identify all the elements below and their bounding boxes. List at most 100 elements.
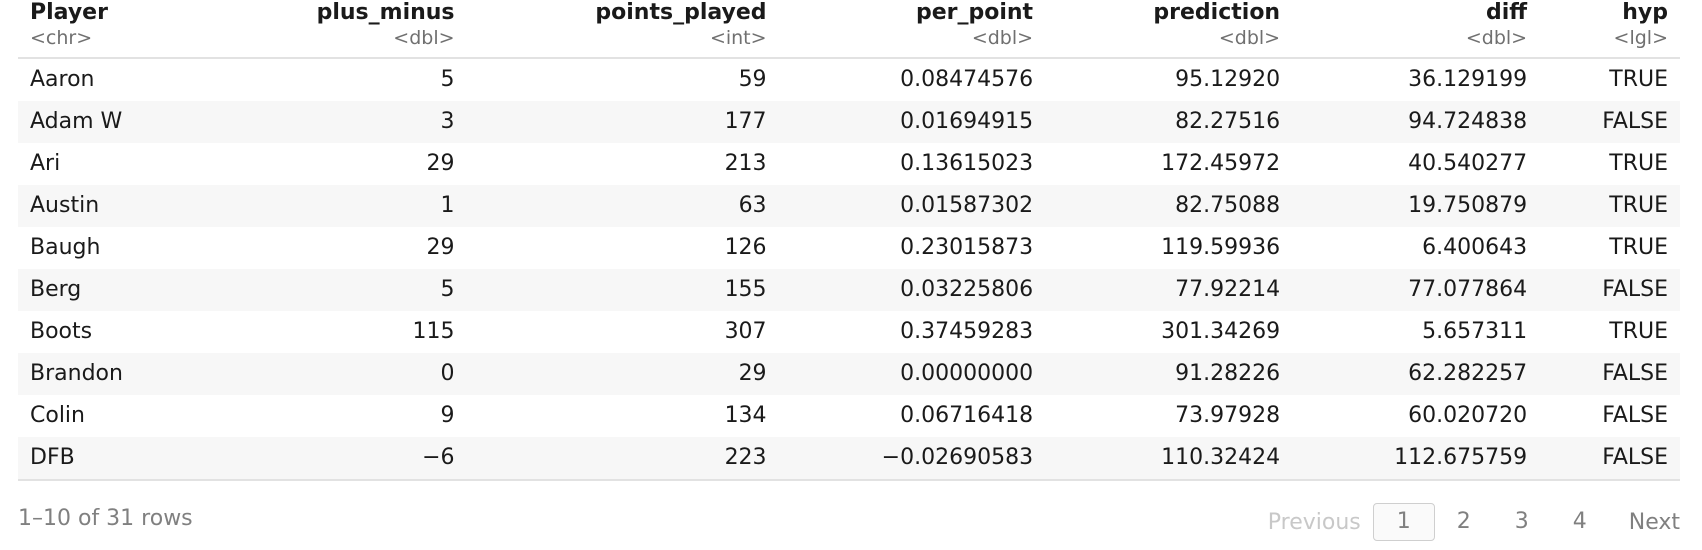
cell-points-played: 126 (724, 235, 767, 260)
cell-points-played: 63 (466, 185, 779, 227)
cell-plus-minus: 115 (412, 319, 455, 344)
cell-prediction: 82.27516 (1045, 101, 1293, 143)
column-name: Player (30, 0, 108, 25)
cell-player: Aaron (30, 67, 95, 92)
column-name: per_point (915, 0, 1034, 25)
cell-points-played: 59 (738, 67, 767, 92)
table-header: Player <chr> plus_minus <dbl> points_played <… (18, 0, 1680, 59)
cell-player: Adam W (18, 101, 203, 143)
table-row: Colin 9 134 0.06716418 73.97928 60.020720 FALS… (18, 395, 1680, 437)
cell-plus-minus: 9 (440, 403, 455, 428)
cell-per-point: 0.00000000 (778, 353, 1046, 395)
table-row: Baugh 29 126 0.23015873 119.59936 6.400643 TRU… (18, 227, 1680, 269)
row-count-info: 1–10 of 31 rows (18, 506, 193, 531)
cell-hyp: FALSE (1539, 269, 1680, 311)
cell-plus-minus: 29 (426, 151, 455, 176)
column-name: plus_minus (316, 0, 455, 25)
cell-hyp: FALSE (1539, 353, 1680, 395)
page-2-button[interactable]: 2 (1456, 509, 1471, 534)
cell-hyp: TRUE (1539, 185, 1680, 227)
cell-diff: 60.020720 (1408, 403, 1528, 428)
cell-hyp: TRUE (1609, 319, 1668, 344)
cell-plus-minus: 29 (426, 235, 455, 260)
column-header-diff: diff <dbl> (1292, 0, 1540, 59)
column-type: <dbl> (1465, 27, 1528, 49)
cell-per-point: −0.02690583 (778, 437, 1046, 481)
page-1-button[interactable]: 1 (1372, 503, 1435, 541)
cell-prediction: 95.12920 (1175, 67, 1281, 92)
cell-plus-minus: −6 (202, 437, 467, 481)
cell-hyp: FALSE (1539, 437, 1680, 481)
page-3-button[interactable]: 3 (1514, 509, 1529, 534)
cell-player: Ari (30, 151, 61, 176)
cell-plus-minus: 5 (202, 269, 467, 311)
cell-diff: 5.657311 (1422, 319, 1528, 344)
header-row: Player <chr> plus_minus <dbl> points_played <… (18, 0, 1680, 59)
table-row: Brandon 0 29 0.00000000 91.28226 62.282257 FAL… (18, 353, 1680, 395)
cell-points-played: 213 (724, 151, 767, 176)
cell-hyp: TRUE (1609, 67, 1668, 92)
cell-hyp: FALSE (1539, 101, 1680, 143)
column-header-player: Player <chr> (18, 0, 203, 59)
cell-diff: 77.077864 (1292, 269, 1540, 311)
cell-points-played: 29 (466, 353, 779, 395)
cell-per-point: 0.03225806 (778, 269, 1046, 311)
cell-plus-minus: 3 (202, 101, 467, 143)
column-header-per-point: per_point <dbl> (778, 0, 1046, 59)
cell-player: Boots (30, 319, 93, 344)
column-header-hyp: hyp <lgl> (1539, 0, 1680, 59)
table-row: Aaron 5 59 0.08474576 95.12920 36.129199 TRUE (18, 58, 1680, 101)
cell-player: Austin (18, 185, 203, 227)
data-table-container: Player <chr> plus_minus <dbl> points_played <… (18, 0, 1680, 481)
cell-points-played: 155 (466, 269, 779, 311)
cell-diff: 36.129199 (1408, 67, 1528, 92)
table-row: Adam W 3 177 0.01694915 82.27516 94.724838 FAL… (18, 101, 1680, 143)
next-page-button[interactable]: Next (1628, 509, 1680, 535)
page-4-button[interactable]: 4 (1572, 509, 1587, 534)
cell-diff: 62.282257 (1292, 353, 1540, 395)
cell-per-point: 0.06716418 (900, 403, 1034, 428)
cell-diff: 19.750879 (1292, 185, 1540, 227)
column-header-points-played: points_played <int> (466, 0, 779, 59)
cell-plus-minus: 0 (202, 353, 467, 395)
cell-hyp: TRUE (1609, 151, 1668, 176)
cell-hyp: FALSE (1602, 403, 1668, 428)
cell-points-played: 223 (466, 437, 779, 481)
cell-points-played: 307 (724, 319, 767, 344)
column-name: hyp (1622, 0, 1668, 25)
cell-prediction: 110.32424 (1045, 437, 1293, 481)
column-name: diff (1485, 0, 1528, 25)
cell-per-point: 0.01587302 (778, 185, 1046, 227)
cell-points-played: 177 (466, 101, 779, 143)
table-row: DFB −6 223 −0.02690583 110.32424 112.675759 FA… (18, 437, 1680, 481)
column-type: <dbl> (971, 27, 1034, 49)
cell-per-point: 0.37459283 (900, 319, 1034, 344)
cell-plus-minus: 5 (440, 67, 455, 92)
cell-diff: 94.724838 (1292, 101, 1540, 143)
column-name: points_played (595, 0, 767, 25)
cell-per-point: 0.13615023 (900, 151, 1034, 176)
cell-player: DFB (18, 437, 203, 481)
cell-diff: 40.540277 (1408, 151, 1528, 176)
table-row: Berg 5 155 0.03225806 77.92214 77.077864 FALSE (18, 269, 1680, 311)
column-name: prediction (1153, 0, 1281, 25)
data-table: Player <chr> plus_minus <dbl> points_played <… (18, 0, 1680, 481)
cell-per-point: 0.08474576 (900, 67, 1034, 92)
cell-prediction: 119.59936 (1161, 235, 1281, 260)
cell-per-point: 0.01694915 (778, 101, 1046, 143)
column-type: <dbl> (393, 27, 455, 49)
previous-page-button[interactable]: Previous (1267, 509, 1361, 535)
cell-player: Berg (18, 269, 203, 311)
cell-prediction: 172.45972 (1161, 151, 1281, 176)
column-type: <dbl> (1218, 27, 1281, 49)
table-row: Ari 29 213 0.13615023 172.45972 40.540277 TRUE (18, 143, 1680, 185)
table-body: Aaron 5 59 0.08474576 95.12920 36.129199 TRUE A… (18, 58, 1680, 481)
cell-player: Brandon (18, 353, 203, 395)
column-type: <int> (709, 27, 767, 49)
cell-diff: 112.675759 (1292, 437, 1540, 481)
cell-per-point: 0.23015873 (900, 235, 1034, 260)
cell-prediction: 73.97928 (1175, 403, 1281, 428)
